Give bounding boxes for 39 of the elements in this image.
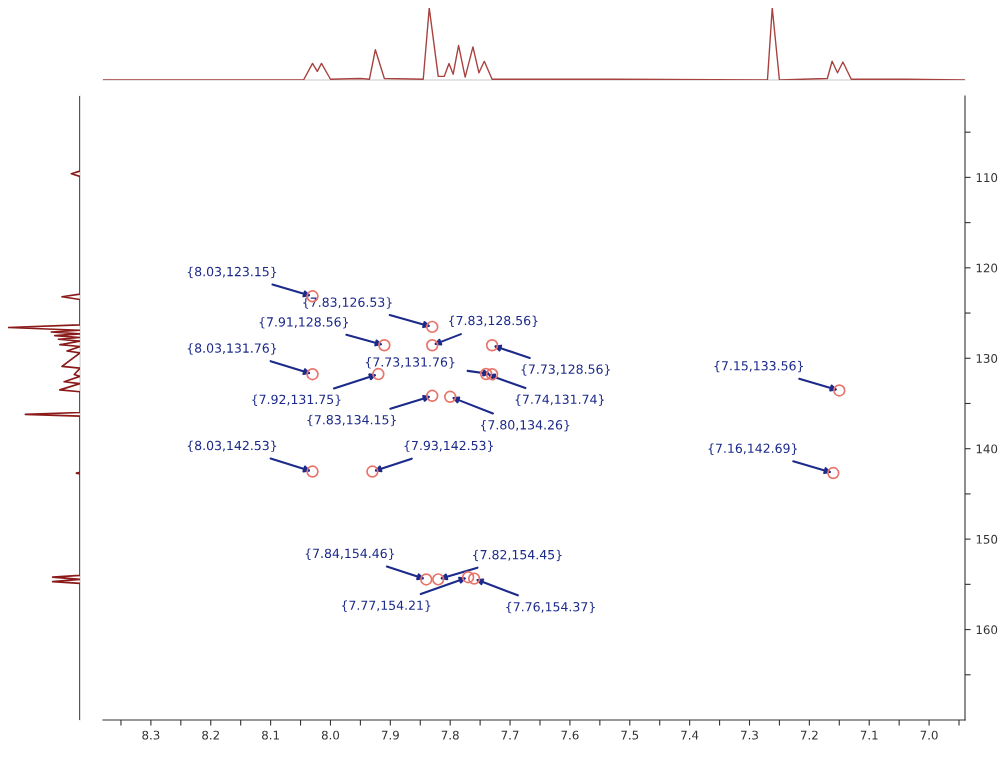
- annotation: {8.03,142.53}: [187, 440, 277, 453]
- y-tick-label: 120: [976, 263, 998, 273]
- annotation: {8.03,123.15}: [187, 266, 277, 279]
- annotation: {7.77,154.21}: [342, 600, 431, 612]
- y-tick-label: 110: [976, 173, 998, 183]
- annotation: {7.91,128.56}: [259, 316, 348, 329]
- y-tick-label: 130: [976, 353, 998, 363]
- x-tick-label: 7.0: [920, 730, 938, 740]
- annotation: {7.84,154.46}: [305, 548, 395, 560]
- x-tick-label: 7.5: [621, 730, 639, 740]
- x-tick-label: 7.1: [860, 730, 878, 740]
- x-tick-label: 7.4: [681, 730, 699, 740]
- annotation: {7.92,131.75}: [252, 394, 341, 406]
- annotation: {7.83,128.56}: [449, 315, 538, 328]
- x-tick-label: 8.2: [202, 730, 219, 740]
- annotation: {7.82,154.45}: [473, 549, 562, 562]
- x-tick-label: 7.6: [561, 730, 579, 740]
- annotation: {7.15,133.56}: [714, 360, 803, 373]
- y-tick-label: 150: [976, 534, 998, 544]
- annotation: {7.83,134.15}: [307, 414, 396, 427]
- annotation: {7.73,128.56}: [521, 364, 610, 376]
- annotation: {7.16,142.69}: [708, 443, 797, 455]
- x-tick-label: 7.3: [741, 730, 758, 740]
- annotation: {8.03,131.76}: [187, 343, 277, 355]
- annotation: {7.83,126.53}: [303, 297, 392, 309]
- x-tick-label: 7.7: [501, 730, 519, 740]
- x-tick-label: 8.3: [142, 730, 160, 740]
- annotation: {7.73,131.76}: [365, 357, 455, 369]
- x-tick-label: 7.2: [800, 730, 818, 740]
- x-tick-label: 7.8: [441, 730, 459, 740]
- x-tick-label: 7.9: [381, 730, 399, 740]
- y-tick-label: 140: [976, 444, 998, 454]
- annotation: {7.93,142.53}: [404, 440, 493, 453]
- x-tick-label: 8.0: [321, 730, 340, 740]
- annotation: {7.80,134.26}: [481, 419, 570, 432]
- annotation: {7.74,131.74}: [515, 394, 604, 406]
- y-tick-label: 160: [976, 625, 998, 635]
- annotation: {7.76,154.37}: [506, 601, 595, 614]
- x-tick-label: 8.1: [262, 730, 279, 740]
